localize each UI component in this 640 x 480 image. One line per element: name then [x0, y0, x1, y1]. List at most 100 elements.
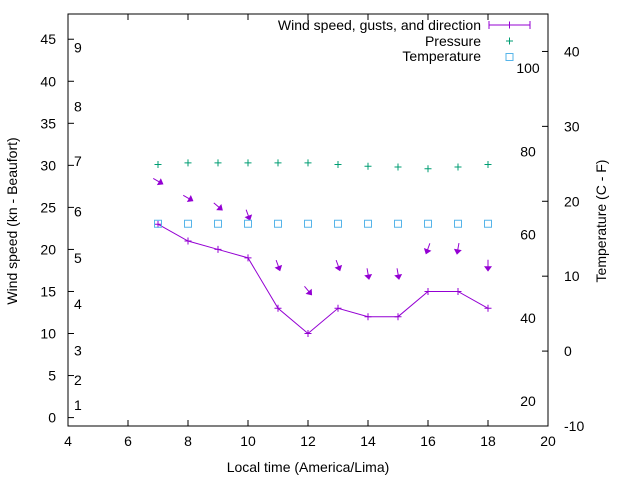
wind-direction-head-11	[484, 266, 492, 272]
beaufort-label-9: 9	[74, 40, 82, 56]
x-tick-label-6: 16	[420, 433, 436, 449]
x-tick-label-7: 18	[480, 433, 496, 449]
beaufort-label-1: 1	[74, 397, 82, 413]
beaufort-label-4: 4	[74, 296, 82, 312]
fahrenheit-label-40: 40	[520, 310, 536, 326]
temperature-point-10	[454, 219, 462, 228]
y2-tick-label-2: 10	[564, 268, 580, 284]
data-layer	[152, 159, 492, 338]
temperature-point-9	[424, 219, 432, 228]
pressure-point-11	[484, 161, 492, 169]
temperature-point-3	[244, 219, 252, 228]
temperature-point-0	[154, 219, 162, 228]
y-tick-label-3: 15	[40, 283, 56, 299]
beaufort-label-2: 2	[74, 372, 82, 388]
legend-swatch-pressure	[506, 37, 513, 45]
fahrenheit-label-80: 80	[520, 143, 536, 159]
pressure-point-5	[304, 159, 312, 167]
wind-direction-arrow-8	[394, 268, 403, 280]
temperature-point-11	[484, 219, 492, 228]
y-tick-label-9: 45	[40, 31, 56, 47]
wind-direction-head-1	[186, 195, 194, 202]
wind-direction-arrow-11	[484, 259, 492, 272]
pressure-point-9	[424, 165, 432, 173]
wind-direction-head-4	[274, 264, 283, 272]
wind-direction-arrow-6	[334, 259, 343, 272]
x-tick-label-0: 4	[64, 433, 72, 449]
legend-label-pressure: Pressure	[425, 33, 481, 49]
wind-speed-point-1	[184, 237, 192, 245]
temperature-point-1	[184, 219, 192, 228]
pressure-point-8	[394, 163, 402, 171]
wind-direction-head-2	[216, 204, 223, 211]
wind-direction-head-8	[394, 273, 403, 280]
y-tick-label-7: 35	[40, 115, 56, 131]
temperature-point-4	[274, 219, 282, 228]
y2-tick-label-5: 40	[564, 43, 580, 59]
beaufort-label-5: 5	[74, 250, 82, 266]
x-tick-label-1: 6	[124, 433, 132, 449]
fahrenheit-label-100: 100	[516, 60, 540, 76]
y-axis-label: Wind speed (kn - Beaufort)	[4, 137, 20, 304]
legend-label-temperature: Temperature	[402, 48, 481, 64]
wind-direction-arrow-2	[213, 202, 223, 211]
beaufort-label-7: 7	[74, 153, 82, 169]
wind-direction-arrow-5	[304, 285, 313, 296]
y-tick-label-1: 5	[48, 368, 56, 384]
wind-speed-point-10	[454, 287, 462, 295]
temperature-point-6	[334, 219, 342, 228]
wind-direction-head-10	[453, 248, 462, 255]
pressure-point-3	[244, 159, 252, 167]
wind-direction-arrow-9	[423, 243, 432, 255]
pressure-point-6	[334, 161, 342, 169]
y-tick-label-8: 40	[40, 73, 56, 89]
wind-speed-point-9	[424, 287, 432, 295]
pressure-point-2	[214, 159, 222, 167]
wind-direction-arrow-0	[152, 178, 164, 186]
axis-ticks: 4 6 8 10 12 14 16 18 20051015202530354045-100102…	[40, 14, 584, 449]
wind-direction-arrow-10	[453, 242, 462, 255]
wind-direction-head-7	[364, 273, 373, 280]
beaufort-label-3: 3	[74, 342, 82, 358]
wind-direction-head-5	[305, 288, 313, 296]
pressure-point-0	[154, 161, 162, 169]
wind-speed-point-2	[214, 245, 222, 253]
fahrenheit-label-20: 20	[520, 393, 536, 409]
x-tick-label-3: 10	[240, 433, 256, 449]
x-axis-label: Local time (America/Lima)	[227, 459, 390, 475]
wind-speed-point-8	[394, 313, 402, 321]
temperature-point-7	[364, 219, 372, 228]
wind-speed-point-5	[304, 330, 312, 338]
legend-label-wind: Wind speed, gusts, and direction	[278, 17, 481, 33]
wind-direction-arrow-3	[244, 209, 253, 221]
x-tick-label-5: 14	[360, 433, 376, 449]
pressure-point-4	[274, 159, 282, 167]
beaufort-label-8: 8	[74, 98, 82, 114]
wind-direction-head-3	[244, 214, 253, 221]
pressure-point-1	[184, 159, 192, 167]
wind-speed-point-6	[334, 304, 342, 312]
wind-direction-head-0	[156, 178, 164, 186]
wind-speed-point-3	[244, 254, 252, 262]
pressure-point-7	[364, 162, 372, 170]
wind-speed-point-7	[364, 313, 372, 321]
y-tick-label-2: 10	[40, 326, 56, 342]
y2-axis-label: Temperature (C - F)	[593, 160, 609, 283]
y-tick-label-5: 25	[40, 199, 56, 215]
wind-direction-arrow-7	[364, 268, 373, 280]
pressure-point-10	[454, 163, 462, 171]
temperature-point-8	[394, 219, 402, 228]
wind-direction-head-6	[334, 264, 343, 272]
temperature-point-2	[214, 219, 222, 228]
wind-direction-arrow-1	[182, 194, 194, 202]
wind-direction-head-9	[423, 248, 432, 255]
wind-speed-point-4	[274, 304, 282, 312]
beaufort-label-6: 6	[74, 204, 82, 220]
fahrenheit-label-60: 60	[520, 227, 536, 243]
x-tick-label-4: 12	[300, 433, 316, 449]
legend-swatch-temperature	[505, 53, 514, 61]
wind-speed-line	[157, 223, 489, 335]
legend-swatch-wind-cross	[506, 21, 513, 29]
y2-tick-label-4: 30	[564, 118, 580, 134]
